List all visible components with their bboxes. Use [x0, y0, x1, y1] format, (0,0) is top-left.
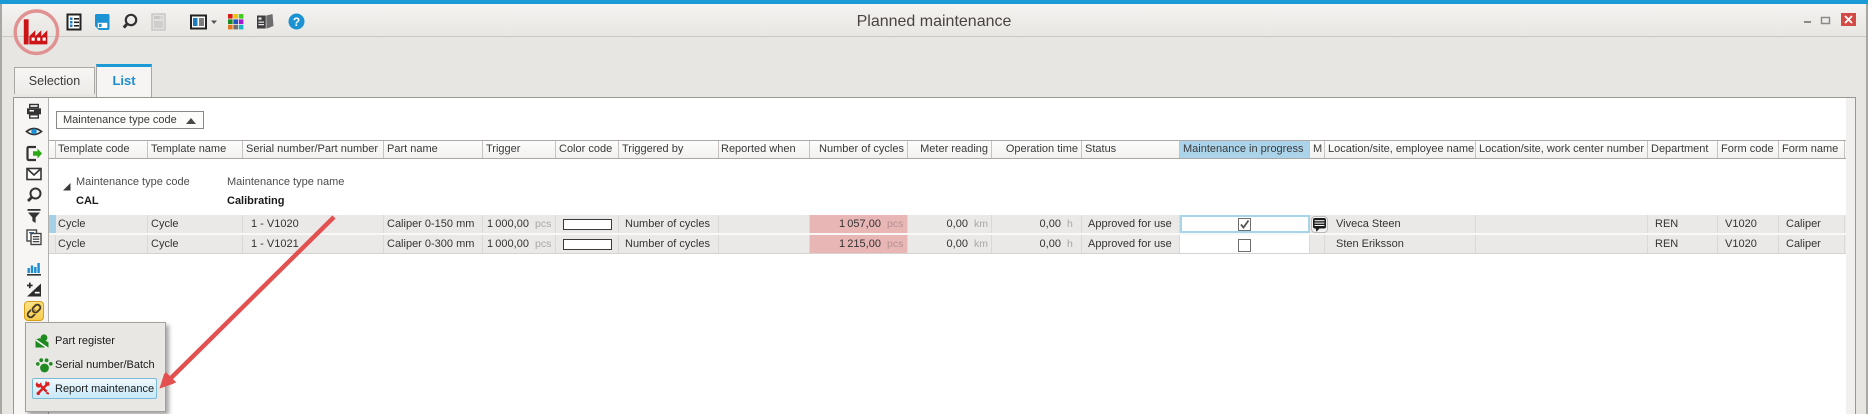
svg-text:?: ? [293, 15, 300, 29]
